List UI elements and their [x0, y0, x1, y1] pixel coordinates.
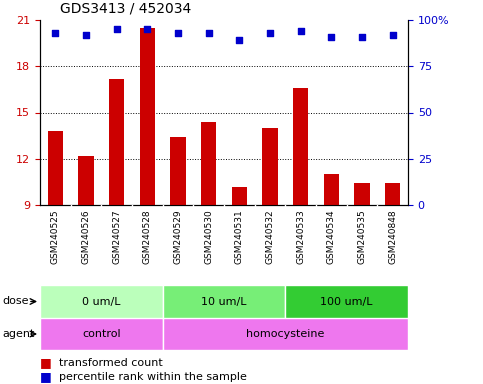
Point: [205, 30, 213, 36]
Bar: [109, 79, 124, 205]
Bar: [48, 131, 63, 205]
Point: [52, 30, 59, 36]
Bar: [78, 156, 94, 205]
Bar: [232, 187, 247, 205]
Bar: [285, 285, 408, 318]
Bar: [163, 318, 408, 350]
Bar: [163, 285, 285, 318]
Bar: [324, 174, 339, 205]
Text: 10 um/L: 10 um/L: [201, 296, 247, 306]
Bar: [170, 137, 185, 205]
Text: GSM240535: GSM240535: [357, 209, 367, 264]
Point: [297, 28, 304, 34]
Text: GSM240534: GSM240534: [327, 209, 336, 264]
Text: percentile rank within the sample: percentile rank within the sample: [59, 372, 247, 382]
Text: GSM240525: GSM240525: [51, 209, 60, 264]
Bar: [40, 318, 163, 350]
Point: [82, 32, 90, 38]
Text: GDS3413 / 452034: GDS3413 / 452034: [60, 2, 191, 16]
Text: GSM240532: GSM240532: [266, 209, 274, 264]
Point: [143, 26, 151, 32]
Bar: [262, 128, 278, 205]
Text: GSM240527: GSM240527: [112, 209, 121, 264]
Text: transformed count: transformed count: [59, 358, 163, 368]
Bar: [140, 28, 155, 205]
Point: [174, 30, 182, 36]
Text: homocysteine: homocysteine: [246, 329, 325, 339]
Text: ■: ■: [40, 356, 52, 369]
Text: GSM240526: GSM240526: [82, 209, 90, 264]
Bar: [201, 122, 216, 205]
Bar: [355, 184, 369, 205]
Text: 100 um/L: 100 um/L: [320, 296, 373, 306]
Point: [389, 32, 397, 38]
Bar: [40, 285, 163, 318]
Text: control: control: [82, 329, 121, 339]
Point: [236, 37, 243, 43]
Text: GSM240531: GSM240531: [235, 209, 244, 264]
Text: dose: dose: [2, 296, 28, 306]
Text: GSM240528: GSM240528: [143, 209, 152, 264]
Text: GSM240529: GSM240529: [173, 209, 183, 264]
Text: GSM240533: GSM240533: [296, 209, 305, 264]
Point: [358, 33, 366, 40]
Text: GSM240530: GSM240530: [204, 209, 213, 264]
Text: ■: ■: [40, 371, 52, 384]
Point: [266, 30, 274, 36]
Point: [327, 33, 335, 40]
Text: GSM240848: GSM240848: [388, 209, 397, 264]
Point: [113, 26, 121, 32]
Bar: [293, 88, 308, 205]
Text: agent: agent: [2, 329, 34, 339]
Text: 0 um/L: 0 um/L: [82, 296, 121, 306]
Bar: [385, 184, 400, 205]
